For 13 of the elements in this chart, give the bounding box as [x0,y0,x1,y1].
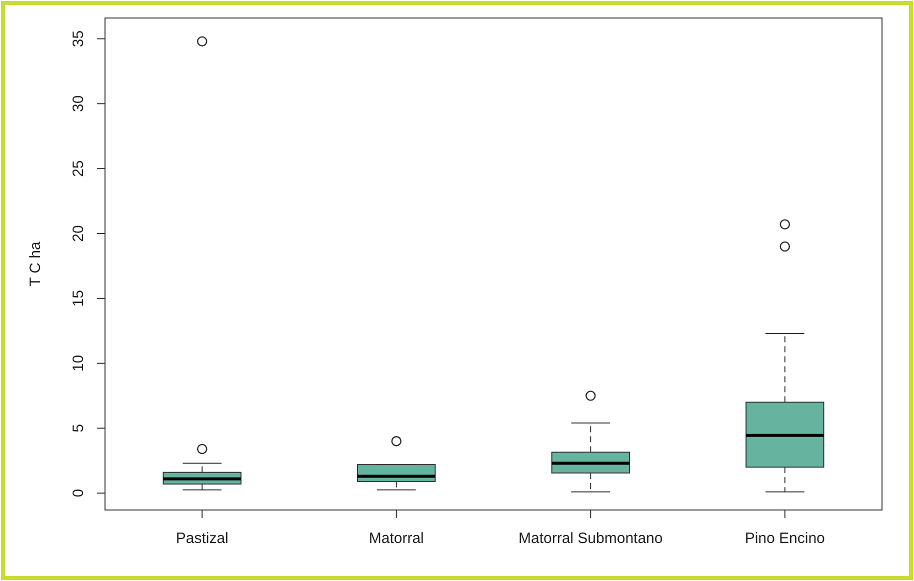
x-tick-label: Matorral [368,530,424,547]
x-tick-label: Pino Encino [744,530,825,547]
y-tick-label: 15 [70,290,87,307]
y-tick-label: 0 [70,488,87,498]
y-tick-label: 20 [70,225,87,242]
y-axis-title: T C ha [27,240,44,286]
y-tick-label: 25 [70,160,87,177]
y-tick-label: 30 [70,95,87,112]
x-tick-label: Pastizal [176,530,228,547]
y-tick-label: 10 [70,354,87,372]
x-tick-label: Matorral Submontano [518,530,663,547]
y-tick-label: 5 [70,424,87,432]
y-tick-label: 35 [70,30,87,48]
